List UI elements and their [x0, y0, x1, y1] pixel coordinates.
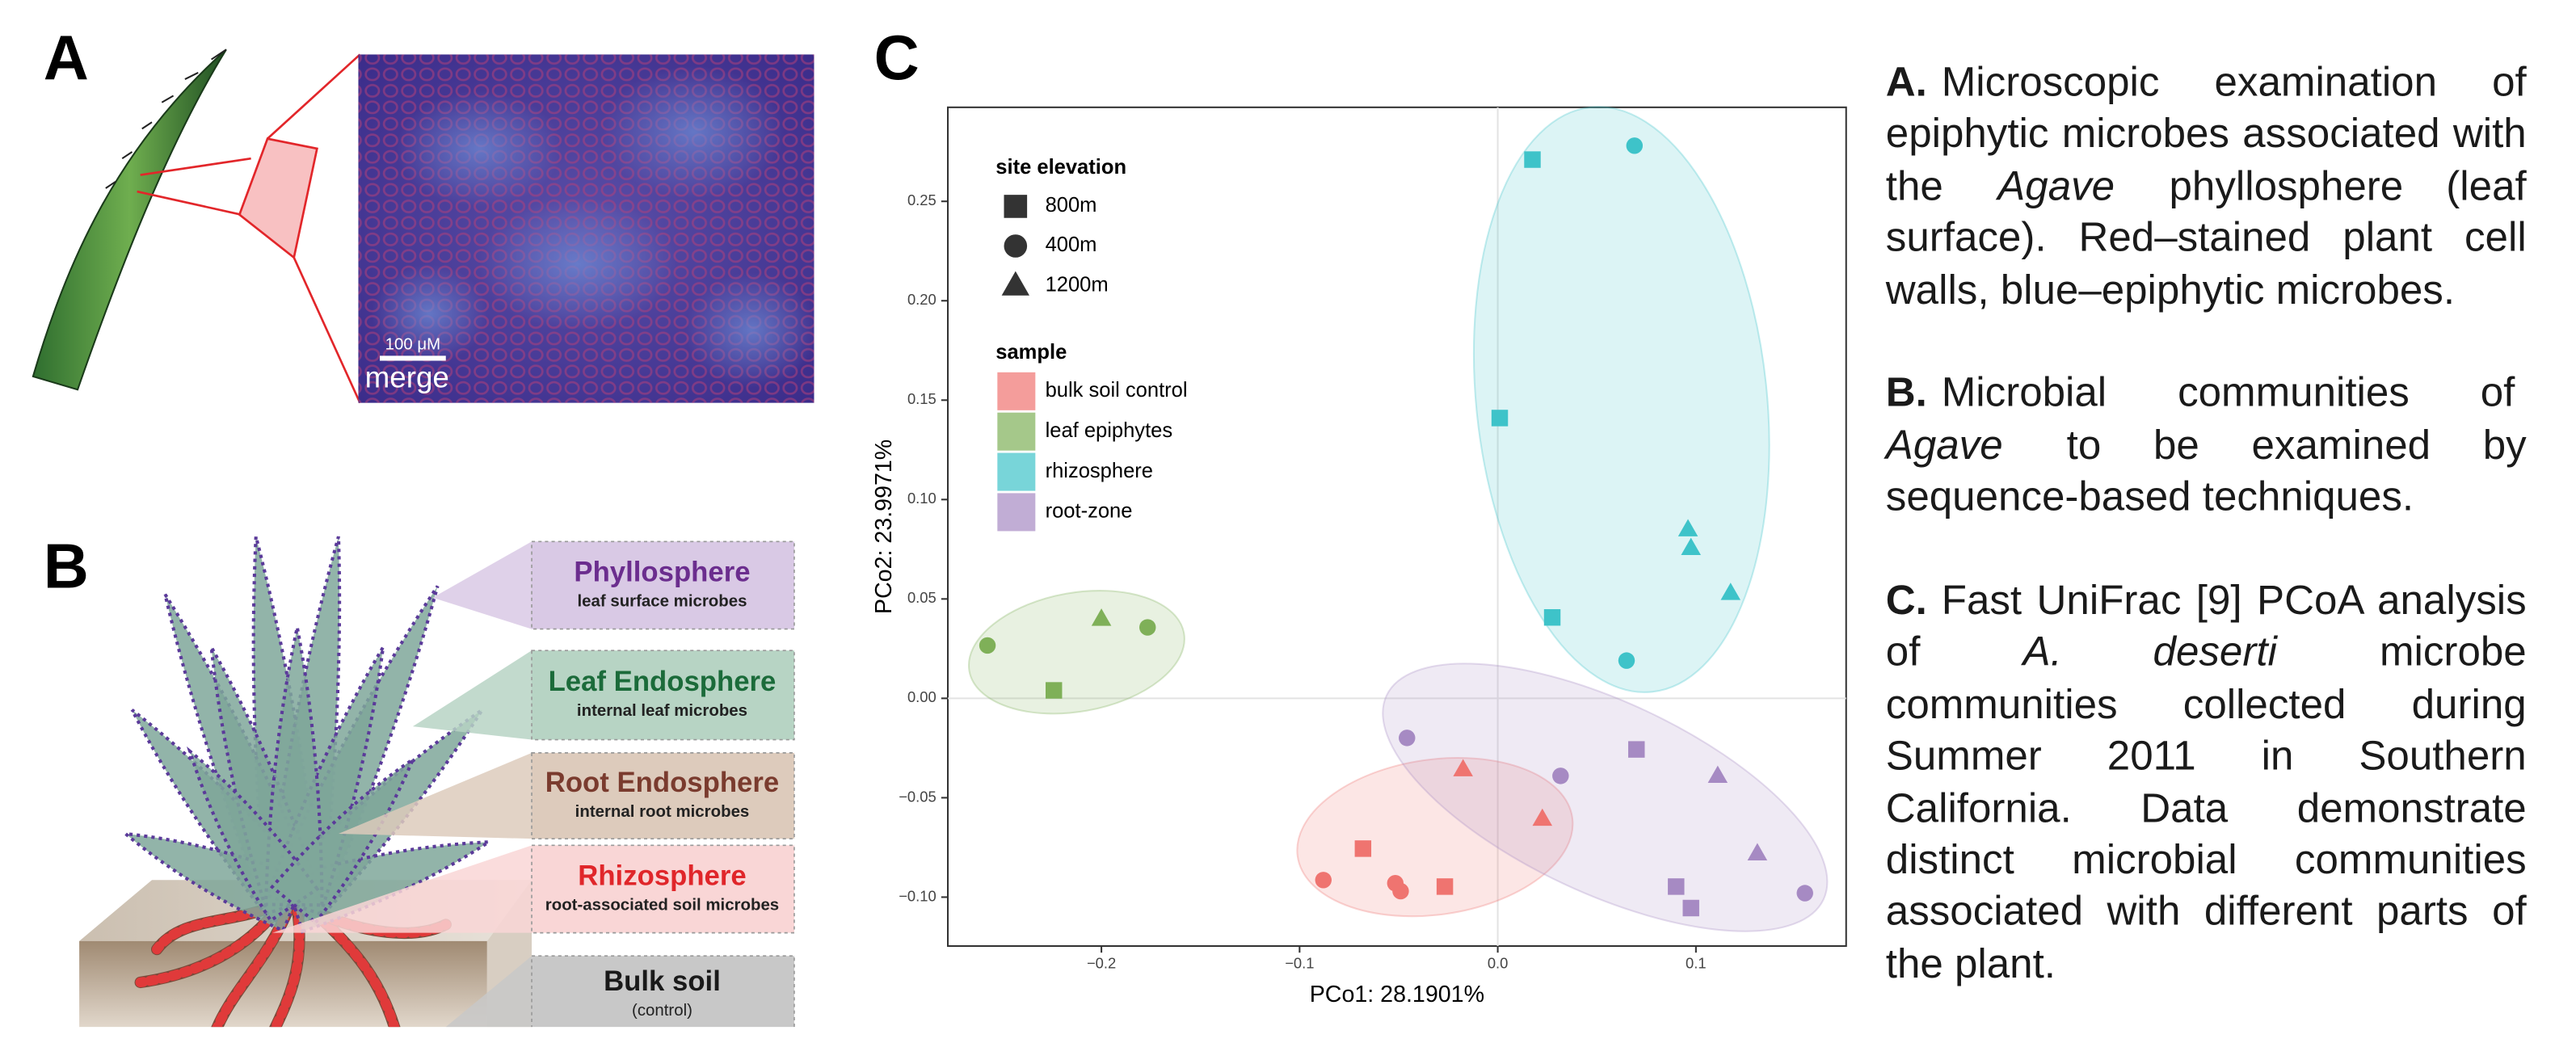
panel-letter: A: [44, 23, 89, 93]
channel-label: merge: [365, 361, 449, 394]
marker-circle: [1315, 872, 1332, 888]
caption-italic: Agave: [1886, 423, 2003, 469]
legend-swatch: [997, 453, 1035, 491]
marker-square: [1682, 900, 1698, 916]
legend-swatch: [997, 372, 1035, 410]
legend-label: 400m: [1046, 233, 1097, 256]
marker-circle: [979, 637, 995, 654]
compartment-title: Phyllosphere: [574, 557, 750, 587]
y-tick-label: 0.05: [907, 589, 937, 606]
marker-circle: [1618, 652, 1635, 668]
legend-label: 1200m: [1046, 273, 1109, 296]
caption-text: phyllosphere (leaf surface). Red–stained…: [1886, 163, 2527, 313]
caption-paragraph: C.Fast UniFrac [9] PCoA analysis of A. d…: [1886, 576, 2527, 990]
leaf-illustration: [33, 49, 226, 389]
figure-panels: A 100 μM merge B Phyllosphere leaf surfac…: [0, 0, 1866, 1027]
x-tick-label: 0.1: [1686, 954, 1707, 971]
compartment-subtitle: leaf surface microbes: [577, 592, 747, 610]
x-tick-label: −0.2: [1087, 954, 1116, 971]
legend-label: 800m: [1046, 194, 1097, 217]
marker-circle: [1139, 619, 1155, 635]
marker-square: [1544, 609, 1560, 625]
marker-square: [1437, 878, 1453, 894]
marker-square: [1628, 741, 1644, 757]
caption-italic: Agave: [1997, 163, 2115, 209]
figure: A 100 μM merge B Phyllosphere leaf surfac…: [0, 0, 2576, 1027]
scale-bar-label: 100 μM: [385, 336, 441, 354]
marker-circle: [1627, 137, 1643, 154]
compartment-title: Root Endosphere: [545, 768, 779, 798]
x-tick-label: 0.0: [1488, 954, 1509, 971]
y-tick-label: 0.20: [907, 291, 937, 308]
compartment-title: Leaf Endosphere: [549, 667, 777, 697]
caption-text: Microbial communities of: [1942, 371, 2515, 417]
callout-wedge: [413, 650, 532, 739]
caption-label: C.: [1886, 578, 1927, 624]
y-axis-title: PCo2: 23.9971%: [871, 439, 897, 614]
marker-square: [1046, 682, 1062, 698]
legend-swatch: [997, 493, 1035, 531]
x-axis-title: PCo1: 28.1901%: [1310, 982, 1484, 1007]
marker-square: [1668, 878, 1684, 894]
compartment-subtitle: (control): [632, 1002, 692, 1020]
y-tick-label: −0.05: [899, 788, 937, 805]
panel-letter: C: [874, 23, 920, 93]
legend-swatch: [997, 413, 1035, 451]
marker-square: [1524, 151, 1540, 167]
marker-square: [1355, 840, 1371, 856]
marker-square: [1004, 195, 1028, 218]
marker-circle: [1399, 730, 1415, 746]
pcoa-chart: −0.2 −0.1 0.0 0.1 −0.10 −0.05 0.00 0.05 0.10 0.15…: [871, 92, 1864, 1007]
caption-paragraph: B.Microbial communities of Agave to be e…: [1886, 369, 2527, 525]
captions: A.Microscopic examination of epiphytic m…: [1886, 58, 2527, 1043]
y-tick-label: 0.00: [907, 688, 937, 705]
compartment-subtitle: internal leaf microbes: [577, 702, 747, 720]
legend-label: leaf epiphytes: [1046, 419, 1173, 442]
x-tick-label: −0.1: [1285, 954, 1314, 971]
caption-label: B.: [1886, 371, 1927, 417]
compartment-subtitle: root-associated soil microbes: [545, 896, 779, 914]
page: A 100 μM merge B Phyllosphere leaf surfac…: [0, 0, 2576, 1028]
y-tick-label: 0.25: [907, 191, 937, 208]
legend-title: site elevation: [995, 156, 1126, 179]
marker-square: [1492, 410, 1508, 426]
caption-italic: A. deserti: [2022, 630, 2276, 676]
marker-circle: [1797, 885, 1813, 901]
y-tick-label: 0.10: [907, 490, 937, 507]
compartment-subtitle: internal root microbes: [575, 803, 750, 821]
legend-label: bulk soil control: [1046, 379, 1188, 402]
y-tick-label: 0.15: [907, 390, 937, 407]
caption-label: A.: [1886, 60, 1927, 106]
marker-circle: [1552, 768, 1568, 784]
legend-label: rhizosphere: [1046, 460, 1153, 482]
caption-paragraph: A.Microscopic examination of epiphytic m…: [1886, 58, 2527, 318]
compartment-title: Bulk soil: [604, 966, 721, 997]
callout-wedge: [432, 541, 532, 629]
panel-letter: B: [44, 532, 89, 602]
compartment-title: Rhizosphere: [578, 860, 746, 891]
marker-circle: [1392, 883, 1408, 899]
caption-text: microbe communities collected during Sum…: [1886, 630, 2527, 987]
marker-circle: [1004, 234, 1028, 258]
legend-label: root-zone: [1046, 500, 1133, 523]
legend-title: sample: [995, 341, 1067, 364]
y-tick-label: −0.10: [899, 887, 937, 904]
